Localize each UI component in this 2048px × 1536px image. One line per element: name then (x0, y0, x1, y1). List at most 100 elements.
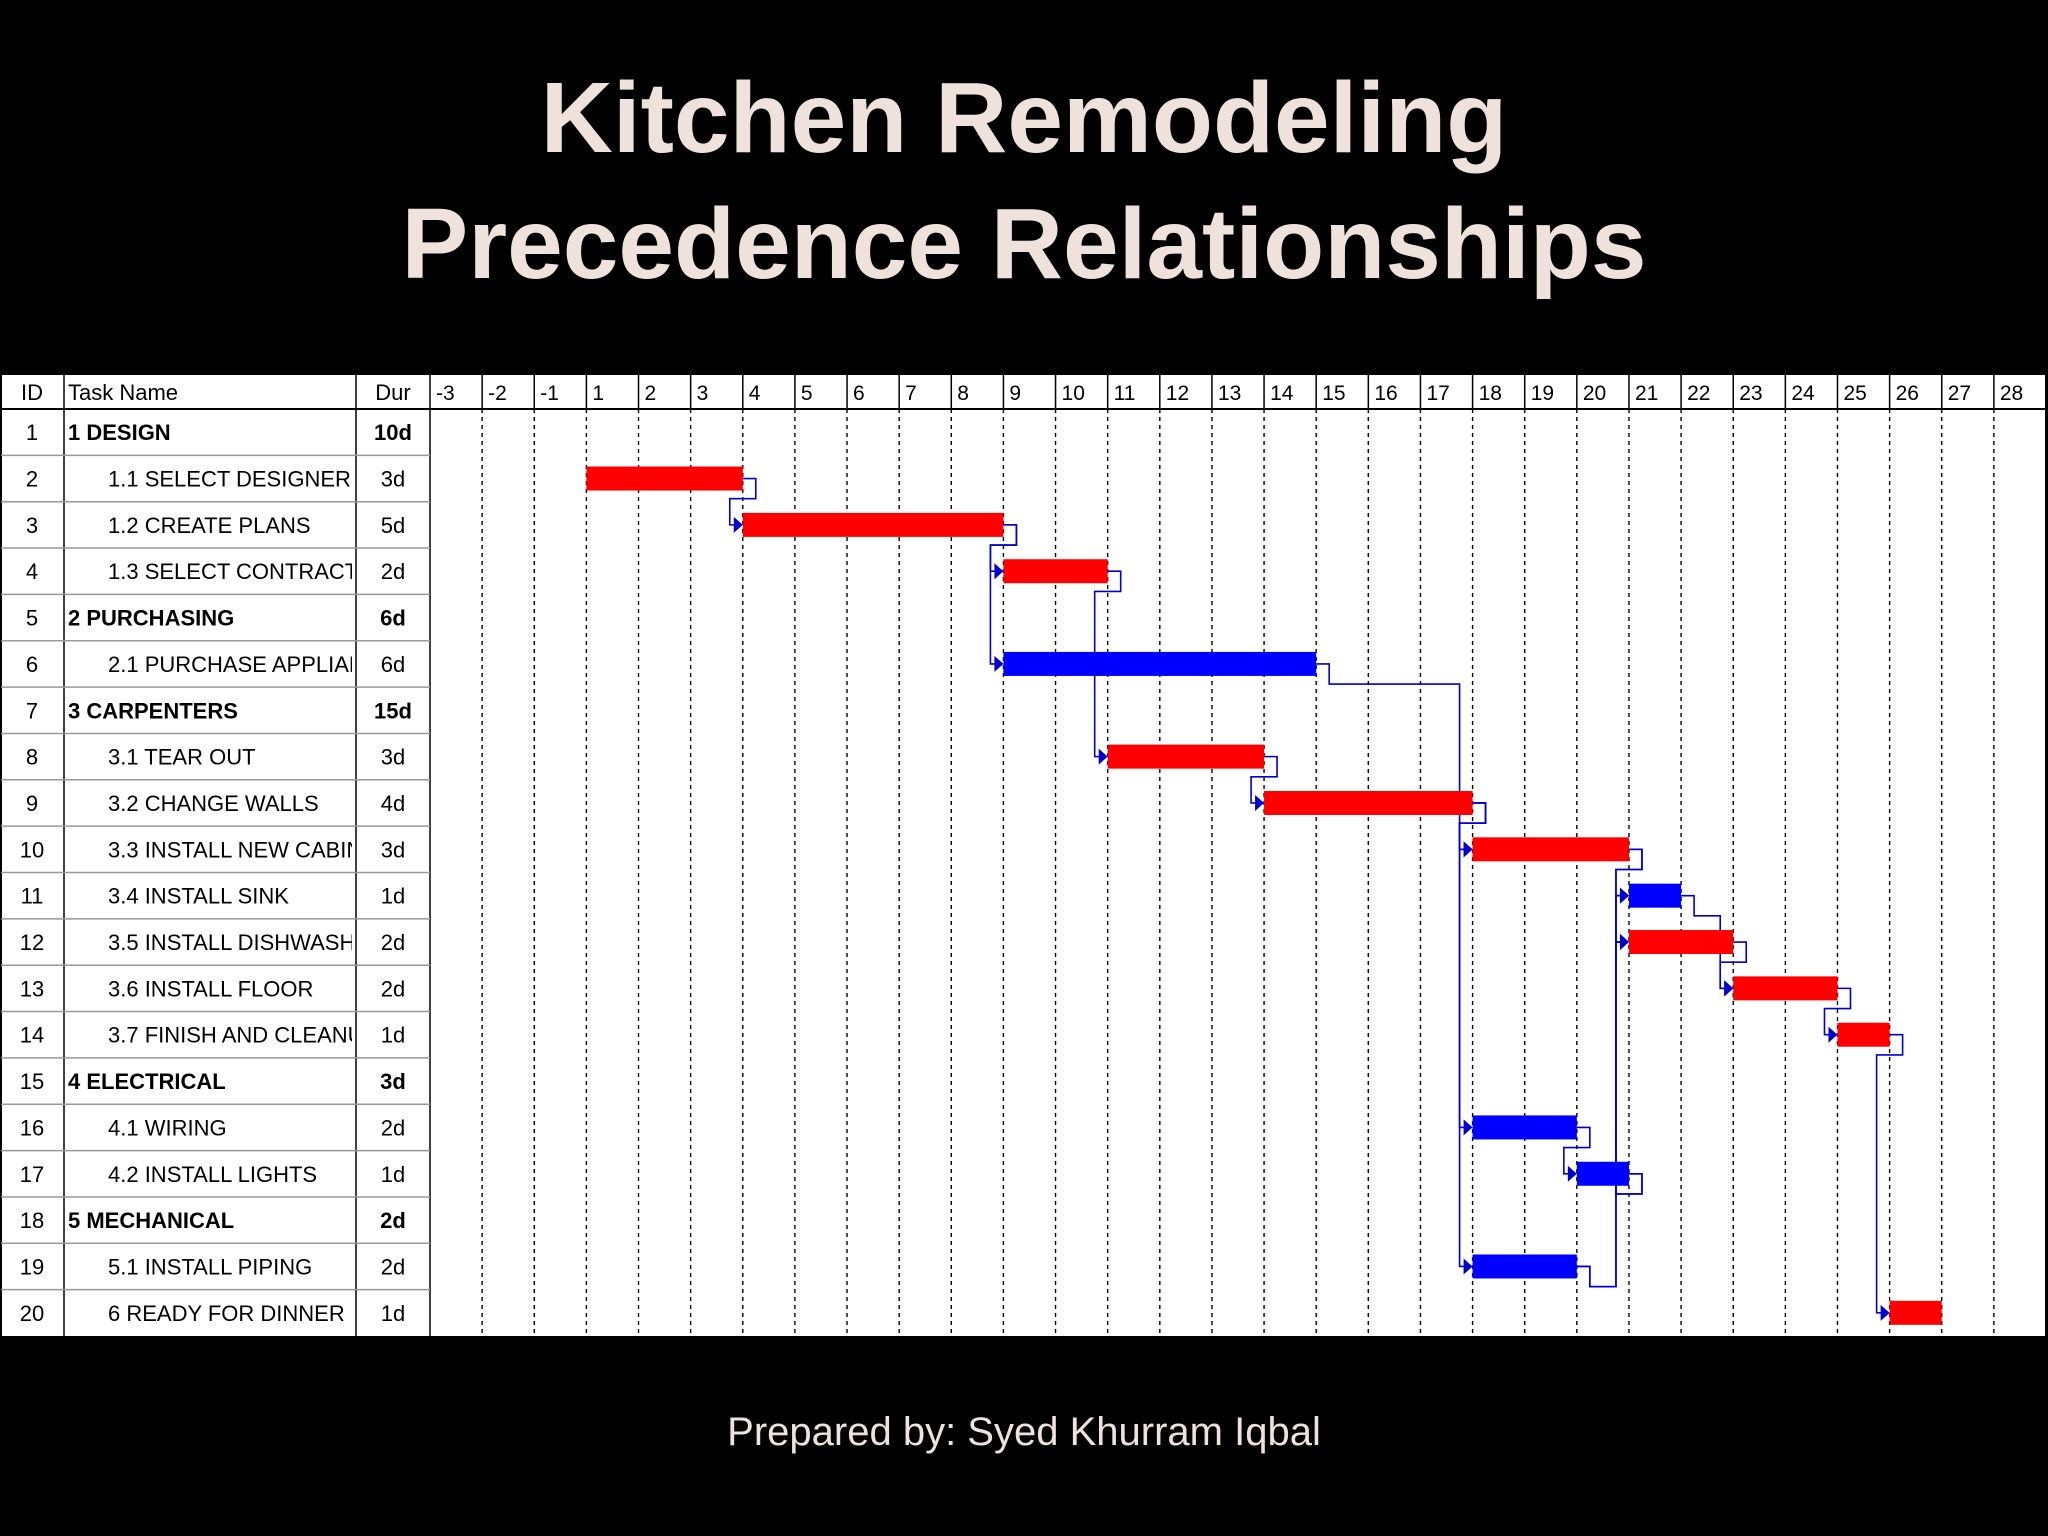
task-id: 5 (26, 606, 38, 631)
task-name: 1.1 SELECT DESIGNER (108, 467, 351, 492)
time-tick-label: 12 (1166, 382, 1189, 405)
time-tick-label: 15 (1322, 382, 1345, 405)
task-name: 3.1 TEAR OUT (108, 745, 256, 770)
dependency-arrow (1724, 980, 1734, 997)
dependency-link (1458, 802, 1487, 1268)
task-duration: 4d (381, 791, 405, 816)
task-id: 3 (26, 513, 38, 538)
gantt-chart: ID Task Name Dur -3 -2 -1 1 2 3 4 5 6 7 8 9 10 11 12 13 14 1… (0, 373, 2047, 1338)
task-duration: 1d (381, 1301, 405, 1326)
dependency-arrow (1463, 841, 1473, 858)
dependency-link (1563, 1126, 1591, 1175)
time-tick-label: 11 (1114, 382, 1136, 405)
time-tick-label: 17 (1426, 382, 1449, 405)
task-name: 1 DESIGN (68, 420, 171, 445)
time-tick-label: 26 (1896, 382, 1919, 405)
task-id: 20 (20, 1301, 44, 1326)
task-id: 4 (26, 559, 38, 584)
task-id: 17 (20, 1162, 44, 1187)
dependency-arrow (1828, 1026, 1838, 1043)
dependency-arrow (1567, 1165, 1577, 1182)
time-tick-label: 7 (905, 382, 917, 405)
task-id: 10 (20, 837, 44, 862)
time-tick-label: 9 (1009, 382, 1021, 405)
time-tick-label: 8 (957, 382, 969, 405)
task-name: 3 CARPENTERS (68, 698, 238, 723)
task-duration: 2d (381, 976, 405, 1001)
task-duration: 2d (380, 1208, 406, 1233)
task-duration: 2d (381, 1254, 405, 1279)
time-tick-label: 28 (2000, 382, 2023, 405)
time-tick-label: 22 (1687, 382, 1710, 405)
time-tick-label: 5 (801, 382, 813, 405)
task-name: 3.5 INSTALL DISHWASHER (108, 930, 386, 955)
time-tick-label: 25 (1843, 382, 1866, 405)
task-name: 5.1 INSTALL PIPING (108, 1254, 312, 1279)
header-id: ID (21, 380, 43, 405)
task-bar (1733, 976, 1838, 1001)
task-id: 18 (20, 1208, 44, 1233)
task-id: 12 (20, 930, 44, 955)
gantt-background (0, 373, 2047, 1338)
time-tick-label: 20 (1583, 382, 1606, 405)
task-bar (1628, 883, 1682, 908)
time-tick-label: 16 (1374, 382, 1397, 405)
task-name: 5 MECHANICAL (68, 1208, 234, 1233)
task-bar (1837, 1022, 1890, 1047)
time-tick-label: 27 (1948, 382, 1971, 405)
task-duration: 3d (380, 1069, 406, 1094)
task-bar (742, 512, 1004, 537)
task-bar (1472, 1115, 1577, 1140)
time-tick-label: -2 (488, 382, 507, 405)
task-bar (1472, 1254, 1577, 1279)
dependency-arrow (1255, 794, 1265, 811)
task-bar (1576, 1161, 1629, 1186)
dependency-arrow (733, 516, 743, 533)
dependency-arrow (994, 563, 1004, 580)
task-id: 11 (21, 884, 44, 909)
task-duration: 6d (381, 652, 405, 677)
task-name: 3.4 INSTALL SINK (108, 884, 289, 909)
task-id: 2 (26, 467, 38, 492)
dependency-link (989, 524, 1018, 665)
task-bar (1264, 790, 1473, 815)
header-duration: Dur (375, 380, 410, 405)
task-name: 6 READY FOR DINNER (108, 1301, 345, 1326)
task-duration: 3d (381, 745, 405, 770)
dependency-link (1250, 755, 1278, 804)
dependency-link (1093, 570, 1122, 758)
dependency-arrow (1463, 1258, 1473, 1275)
task-duration: 2d (381, 559, 405, 584)
task-name: 4 ELECTRICAL (68, 1069, 226, 1094)
time-tick-label: 18 (1479, 382, 1502, 405)
dependency-arrow (1463, 1119, 1473, 1136)
title-line-2: Precedence Relationships (401, 188, 1647, 300)
task-duration: 2d (381, 1115, 405, 1140)
task-id: 19 (20, 1254, 44, 1279)
task-bar (1628, 930, 1734, 955)
dependency-arrow (994, 655, 1004, 672)
time-tick-label: 1 (592, 382, 604, 405)
task-name: 3.3 INSTALL NEW CABINETS (108, 837, 405, 862)
time-tick-label: 23 (1739, 382, 1762, 405)
task-id: 8 (26, 745, 38, 770)
task-duration: 1d (381, 1162, 405, 1187)
dependency-link (1316, 663, 1466, 851)
time-tick-label: 4 (749, 382, 761, 405)
time-tick-label: 3 (697, 382, 709, 405)
time-tick-label: 14 (1270, 382, 1294, 405)
task-id: 14 (20, 1023, 44, 1048)
task-duration: 1d (381, 1023, 405, 1048)
task-duration: 6d (380, 606, 406, 631)
task-duration: 2d (381, 930, 405, 955)
task-bar (586, 466, 743, 491)
dependency-link (1719, 941, 1748, 990)
task-id: 6 (26, 652, 38, 677)
time-tick-label: 6 (853, 382, 865, 405)
task-name: 2 PURCHASING (68, 606, 234, 631)
task-duration: 15d (374, 698, 412, 723)
task-id: 16 (20, 1115, 44, 1140)
title-line-1: Kitchen Remodeling (540, 62, 1508, 174)
time-tick-label: -1 (540, 382, 559, 405)
dependency-link (728, 477, 757, 526)
